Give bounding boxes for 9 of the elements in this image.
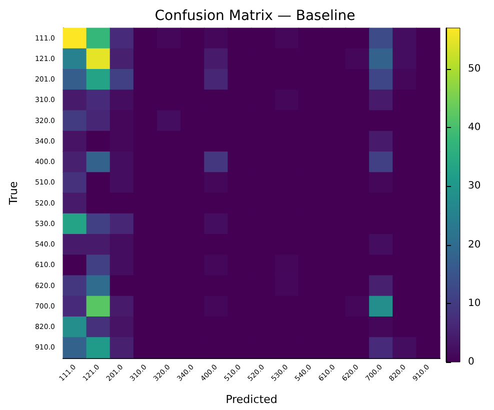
color-bar-label: 0 bbox=[468, 356, 474, 368]
color-bar-label: 20 bbox=[468, 239, 481, 250]
chart-title: Confusion Matrix — Baseline bbox=[154, 8, 356, 24]
color-bar-label: 10 bbox=[468, 298, 481, 309]
color-bar-label: 30 bbox=[468, 180, 481, 192]
color-bar-label: 40 bbox=[468, 122, 481, 134]
x-axis-title: Predicted bbox=[226, 393, 278, 406]
color-bar-label: 50 bbox=[468, 64, 481, 75]
y-axis-title: True bbox=[7, 181, 20, 206]
